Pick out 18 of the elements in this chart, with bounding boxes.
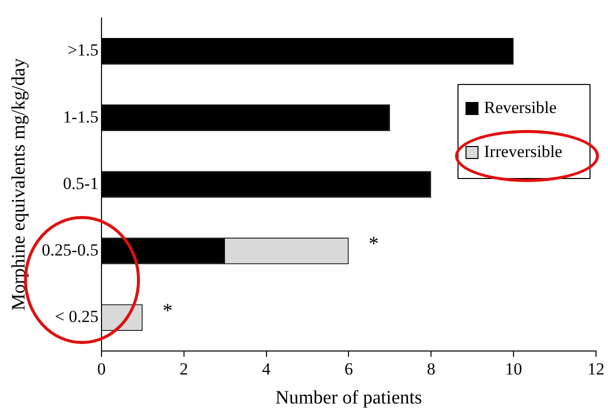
- x-tick-label: 2: [180, 359, 188, 378]
- legend-label: Reversible: [484, 98, 557, 118]
- y-tick-label: >1.5: [68, 40, 98, 60]
- x-tick-label: 0: [97, 359, 106, 378]
- y-tick-label: < 0.25: [54, 306, 98, 326]
- y-axis-title: Morphine equivalents mg/kg/day: [8, 58, 30, 311]
- x-tick-label: 8: [426, 359, 436, 378]
- x-tick-label: 10: [505, 359, 522, 378]
- y-tick-label: 1-1.5: [63, 107, 98, 126]
- x-tick-label: 6: [344, 359, 353, 378]
- x-tick-label: 4: [262, 359, 272, 378]
- x-axis-title: Number of patients: [275, 388, 422, 409]
- annotation: *: [162, 300, 173, 322]
- legend-label: Irreversible: [484, 142, 562, 162]
- y-tick-label: 0.5-1: [63, 174, 98, 193]
- annotation: *: [368, 233, 379, 256]
- y-tick-label: 0.25-0.5: [42, 240, 98, 260]
- x-tick-label: 12: [588, 359, 604, 378]
